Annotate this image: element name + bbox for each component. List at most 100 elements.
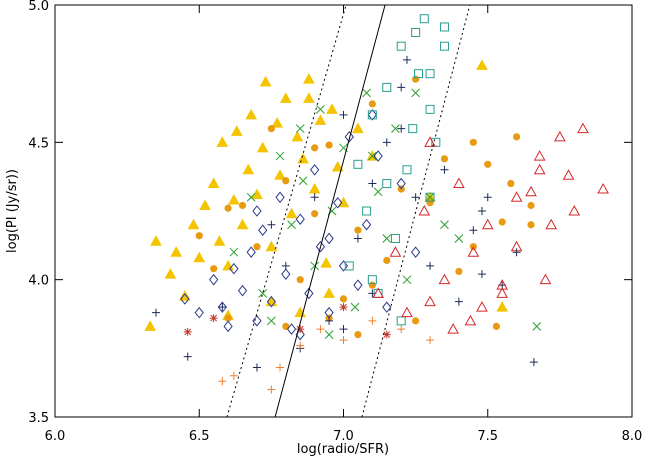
point bbox=[320, 257, 333, 268]
point bbox=[311, 144, 319, 152]
y-tick-label: 5.0 bbox=[28, 0, 49, 14]
point bbox=[426, 336, 435, 345]
point bbox=[217, 301, 227, 313]
point bbox=[267, 316, 276, 326]
point bbox=[216, 136, 229, 147]
point bbox=[513, 133, 521, 141]
fit-line bbox=[361, 5, 471, 417]
x-tick-label: 7.0 bbox=[333, 429, 354, 444]
point bbox=[484, 160, 492, 168]
point bbox=[281, 268, 291, 280]
point bbox=[316, 105, 325, 114]
point bbox=[545, 218, 558, 230]
point bbox=[344, 131, 354, 143]
point bbox=[251, 188, 263, 200]
x-tick-label: 6.5 bbox=[189, 429, 210, 444]
point bbox=[382, 234, 392, 243]
point bbox=[467, 246, 480, 257]
point bbox=[476, 59, 488, 70]
point bbox=[527, 221, 535, 229]
point bbox=[411, 27, 421, 37]
point bbox=[180, 293, 190, 305]
point bbox=[368, 179, 377, 188]
point bbox=[425, 192, 435, 202]
point bbox=[419, 14, 429, 24]
point bbox=[402, 165, 412, 175]
point bbox=[246, 246, 256, 259]
point bbox=[245, 108, 258, 120]
point bbox=[311, 210, 319, 218]
point bbox=[266, 295, 277, 308]
point bbox=[568, 204, 581, 216]
point bbox=[389, 246, 402, 257]
point bbox=[532, 322, 542, 331]
y-tick-label: 4.0 bbox=[28, 274, 49, 289]
point bbox=[229, 262, 239, 275]
point bbox=[425, 69, 435, 79]
point bbox=[296, 341, 305, 350]
point bbox=[397, 124, 406, 133]
point bbox=[529, 358, 538, 367]
point bbox=[178, 290, 191, 301]
point bbox=[282, 322, 290, 330]
point bbox=[323, 287, 335, 298]
point bbox=[310, 261, 320, 271]
point bbox=[291, 130, 304, 142]
y-tick-label: 3.5 bbox=[28, 411, 49, 426]
point bbox=[424, 295, 436, 307]
point bbox=[333, 196, 343, 209]
point bbox=[209, 314, 218, 323]
point bbox=[229, 371, 238, 380]
point bbox=[353, 159, 363, 169]
point bbox=[170, 246, 183, 257]
point bbox=[150, 235, 162, 246]
point bbox=[512, 248, 521, 257]
point bbox=[259, 75, 272, 87]
point bbox=[236, 218, 249, 230]
point bbox=[390, 233, 400, 243]
point bbox=[412, 75, 420, 83]
point bbox=[267, 125, 275, 133]
point bbox=[210, 265, 218, 273]
point bbox=[476, 301, 488, 312]
point bbox=[402, 55, 411, 64]
point bbox=[303, 92, 315, 103]
point bbox=[296, 325, 305, 334]
point bbox=[425, 104, 435, 114]
point bbox=[324, 330, 334, 339]
point bbox=[382, 82, 392, 92]
point bbox=[368, 100, 376, 108]
point bbox=[238, 201, 247, 210]
point bbox=[230, 125, 243, 136]
point bbox=[439, 41, 449, 51]
point bbox=[303, 73, 315, 84]
point bbox=[454, 297, 463, 306]
point bbox=[391, 124, 400, 133]
point bbox=[492, 322, 501, 330]
point bbox=[295, 124, 305, 133]
point bbox=[368, 281, 376, 289]
point bbox=[183, 327, 192, 336]
fit-line bbox=[274, 5, 386, 417]
x-axis-label: log(radio/SFR) bbox=[297, 442, 389, 457]
point bbox=[533, 163, 546, 175]
point bbox=[440, 220, 449, 230]
point bbox=[218, 303, 227, 312]
point bbox=[213, 235, 226, 246]
point bbox=[324, 232, 334, 245]
x-tick-label: 8.0 bbox=[622, 429, 643, 444]
point bbox=[382, 138, 391, 147]
point bbox=[271, 117, 283, 128]
point bbox=[252, 315, 262, 327]
point bbox=[367, 275, 377, 285]
point bbox=[477, 270, 486, 279]
point bbox=[339, 303, 348, 312]
point bbox=[308, 182, 321, 194]
point bbox=[367, 151, 377, 161]
point bbox=[373, 150, 383, 162]
point bbox=[562, 169, 575, 180]
point bbox=[242, 163, 255, 175]
point bbox=[331, 161, 344, 172]
